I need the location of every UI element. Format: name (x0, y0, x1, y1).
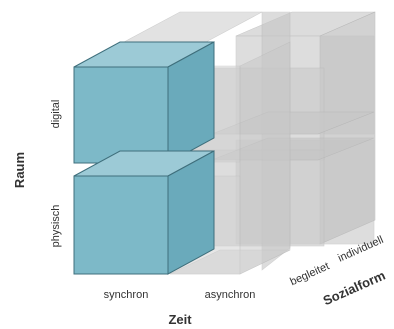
axis-value-synchron: synchron (104, 289, 149, 301)
cube-side-face (167, 41, 215, 164)
axis-value-asynchron: asynchron (205, 289, 256, 301)
axis-title-sozialform: Sozialform (321, 268, 388, 309)
cube-digital-synchron (73, 41, 215, 164)
cube-physisch-synchron (73, 150, 215, 275)
ghost-plane-async-bottom (169, 249, 291, 275)
axis-value-begleitet: begleitet (288, 260, 331, 288)
axis-value-digital: digital (50, 100, 62, 129)
axis-title-raum: Raum (12, 152, 27, 188)
cube-front-face (73, 66, 169, 164)
cube-side-face (167, 150, 215, 275)
axis-value-physisch: physisch (50, 205, 62, 248)
cube-front-face (73, 175, 169, 275)
ghost-plane-async-side (239, 41, 291, 275)
axis-title-zeit: Zeit (168, 312, 192, 327)
